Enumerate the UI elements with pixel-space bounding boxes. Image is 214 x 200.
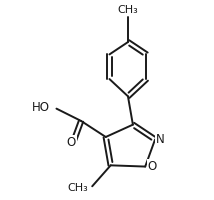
Text: CH₃: CH₃ [68,183,89,193]
Text: N: N [156,133,165,146]
Text: O: O [147,160,157,173]
Text: CH₃: CH₃ [117,5,138,15]
Text: O: O [67,136,76,149]
Text: HO: HO [32,101,50,114]
